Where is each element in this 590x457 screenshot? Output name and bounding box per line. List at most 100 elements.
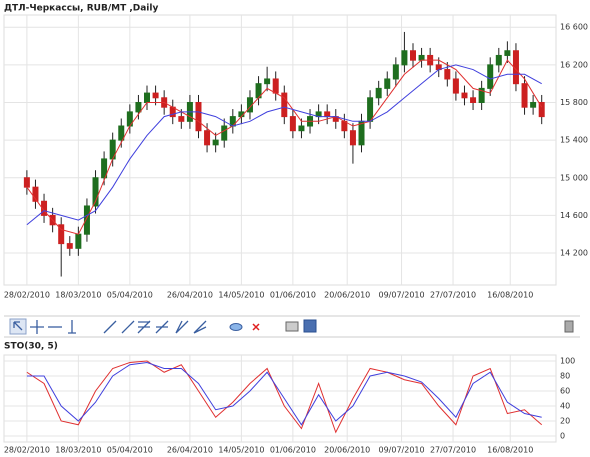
candle-body (384, 78, 391, 89)
candle-body (135, 101, 142, 113)
y-tick-label: 0 (560, 432, 565, 441)
x-tick-label: 16/08/2010 (487, 291, 533, 300)
x-tick-label: 14/05/2010 (218, 291, 264, 300)
x-tick-label: 28/02/2010 (4, 446, 50, 455)
candle-body (478, 87, 485, 103)
candle-body (221, 125, 228, 141)
candle-body (444, 69, 451, 80)
series-line (26, 59, 543, 235)
candle-body (530, 101, 537, 108)
candle-body (204, 130, 211, 146)
toolbar (4, 315, 580, 338)
candle-body (495, 54, 502, 66)
x-tick-label: 01/06/2010 (270, 291, 316, 300)
pointer-icon[interactable] (13, 321, 23, 331)
x-tick-label: 26/04/2010 (167, 291, 213, 300)
x-tick-label: 27/07/2010 (430, 446, 476, 455)
x-tick-label: 14/05/2010 (218, 446, 264, 455)
candle-body (409, 50, 416, 61)
fan-tool[interactable] (175, 320, 189, 334)
y-tick-label: 15 000 (560, 173, 588, 182)
series-line (26, 360, 543, 434)
candle-body (521, 83, 528, 108)
y-tick-label: 60 (560, 387, 570, 396)
x-tick-label: 01/06/2010 (270, 446, 316, 455)
y-tick-label: 14 200 (560, 249, 588, 258)
trash-tool[interactable] (564, 320, 574, 333)
candle-body (32, 186, 39, 202)
text-tool[interactable] (229, 323, 243, 331)
candle-body (375, 87, 382, 99)
candle-body (461, 92, 468, 99)
candle-body (538, 101, 545, 118)
chart-title: ДТЛ-Черкассы, RUB/MT ,Daily (4, 4, 158, 14)
candle-body (367, 97, 374, 122)
candle-body (470, 97, 477, 103)
x-tick-label: 18/03/2010 (55, 446, 101, 455)
candle-body (75, 233, 82, 249)
fib-tool[interactable] (155, 320, 169, 334)
candle-body (41, 200, 48, 216)
gann-tool[interactable] (193, 320, 207, 334)
stoch-panel (3, 354, 557, 443)
y-tick-label: 15 800 (560, 98, 588, 107)
y-tick-label: 14 600 (560, 211, 588, 220)
candle-body (272, 78, 279, 94)
candle-body (83, 205, 90, 235)
y-tick-label: 15 400 (560, 136, 588, 145)
y-tick-label: 40 (560, 402, 570, 411)
candle-body (504, 50, 511, 56)
candle-body (101, 158, 108, 179)
ray-tool[interactable] (121, 320, 135, 334)
x-tick-label: 18/03/2010 (55, 291, 101, 300)
candle-body (418, 54, 425, 61)
candle-body (401, 50, 408, 66)
candle-body (289, 116, 296, 132)
candle-body (23, 177, 30, 188)
x-tick-label: 05/04/2010 (107, 446, 153, 455)
candle-body (324, 111, 331, 118)
save-tool[interactable] (303, 319, 317, 333)
candle-body (118, 125, 125, 141)
vline-tool[interactable] (68, 320, 76, 334)
x-tick-label: 09/07/2010 (378, 446, 424, 455)
price-panel (3, 14, 557, 286)
candle-body (212, 139, 219, 146)
y-tick-label: 100 (560, 357, 575, 366)
x-tick-label: 20/06/2010 (324, 291, 370, 300)
series-line (26, 361, 542, 426)
y-tick-label: 16 600 (560, 23, 588, 32)
x-tick-label: 09/07/2010 (378, 291, 424, 300)
candle-body (66, 243, 73, 249)
y-tick-label: 80 (560, 372, 570, 381)
trend-tool[interactable] (103, 320, 117, 334)
candle-body (452, 78, 459, 94)
candle-body (264, 78, 271, 85)
channel-tool[interactable] (137, 320, 151, 334)
x-tick-label: 05/04/2010 (107, 291, 153, 300)
x-tick-label: 28/02/2010 (4, 291, 50, 300)
y-tick-label: 16 200 (560, 60, 588, 69)
candle-body (178, 116, 185, 122)
x-tick-label: 26/04/2010 (167, 446, 213, 455)
print-tool[interactable] (285, 321, 299, 332)
delete-tool[interactable] (252, 323, 260, 331)
candle-body (298, 125, 305, 132)
y-tick-label: 20 (560, 417, 570, 426)
indicator-title: STO(30, 5) (4, 342, 58, 352)
candle-body (58, 224, 65, 245)
crosshair-tool[interactable] (30, 320, 44, 334)
candle-body (152, 92, 159, 99)
candle-body (144, 92, 151, 103)
candle-body (92, 177, 99, 207)
series-line (26, 64, 542, 226)
x-tick-label: 20/06/2010 (324, 446, 370, 455)
candle-body (281, 92, 288, 118)
candle-body (195, 101, 202, 132)
candle-body (349, 130, 356, 146)
x-tick-label: 27/07/2010 (430, 291, 476, 300)
candle-body (392, 64, 399, 80)
candle-body (487, 64, 494, 89)
x-tick-label: 16/08/2010 (487, 446, 533, 455)
